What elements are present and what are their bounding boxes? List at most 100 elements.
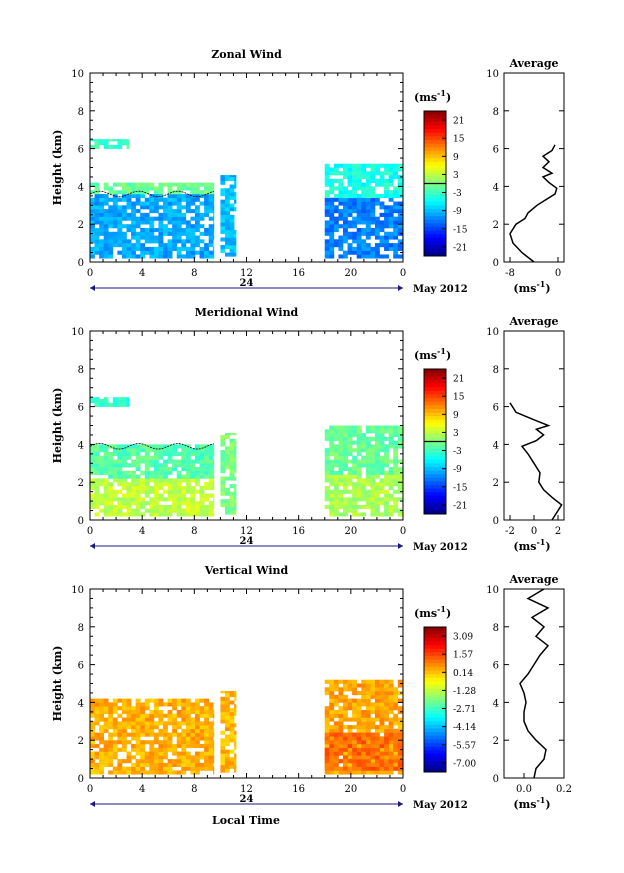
heat-cell [329, 482, 335, 487]
heat-cell [379, 702, 385, 707]
heat-cell [356, 429, 362, 434]
heat-cell [126, 504, 132, 509]
heat-cell [90, 736, 95, 741]
heat-cell [384, 493, 389, 498]
heat-cell [131, 224, 136, 229]
heat-cell [329, 467, 335, 472]
heat-cell [397, 478, 403, 483]
heat-cell [220, 457, 226, 462]
heat-cell [388, 436, 394, 441]
heat-cell [135, 209, 141, 214]
colorbar-segment [424, 118, 446, 123]
heat-cell [185, 706, 191, 711]
heat-cell [94, 141, 100, 146]
heat-cell [356, 239, 362, 244]
heat-cell [176, 755, 182, 760]
heat-cell [343, 694, 348, 699]
heat-cell [329, 182, 335, 187]
heat-cell [190, 209, 196, 214]
heat-cell [158, 197, 164, 202]
heat-cell [181, 227, 187, 233]
heat-cell [140, 755, 146, 760]
heat-cell [117, 231, 123, 236]
colorbar-segment [424, 387, 446, 392]
heat-cell [220, 730, 226, 735]
heat-cell [374, 171, 380, 176]
heat-cell [112, 182, 118, 187]
heat-cell [90, 493, 95, 498]
heat-cell [352, 702, 358, 707]
heat-cell [121, 740, 127, 745]
heat-cell [140, 482, 146, 487]
heat-cell [144, 706, 150, 711]
colorbar-segment [424, 161, 446, 166]
heat-cell [90, 501, 95, 506]
heat-cell [384, 740, 389, 745]
heat-cell [199, 451, 205, 457]
heat-cell [121, 205, 127, 210]
heat-cell [117, 243, 123, 248]
heat-cell [213, 205, 215, 210]
heat-cell [131, 736, 136, 741]
heat-cell [167, 250, 173, 255]
heat-cell [181, 182, 187, 187]
heat-cell [181, 717, 187, 722]
heat-cell [117, 713, 123, 718]
heat-cell [190, 717, 196, 722]
heat-cell [194, 197, 200, 202]
heat-cell [220, 180, 226, 185]
heat-cell [99, 751, 104, 756]
heat-cell [393, 702, 399, 707]
heat-cell [135, 224, 141, 229]
heat-cell [374, 178, 380, 183]
heat-cell [347, 436, 353, 441]
heat-cell [176, 721, 182, 726]
heat-cell [388, 698, 394, 703]
heat-cell [112, 732, 118, 737]
colorbar-segment [424, 165, 446, 170]
heat-cell [365, 448, 371, 453]
heat-cell [384, 220, 389, 225]
heat-cell [199, 766, 205, 771]
heat-cell [329, 231, 335, 236]
heat-cell [176, 732, 182, 737]
heat-cell [144, 250, 150, 255]
heat-cell [384, 713, 389, 718]
heat-cell [149, 766, 155, 771]
heat-cell [135, 725, 141, 730]
heat-cell [153, 706, 159, 711]
heat-cell [117, 235, 123, 240]
heat-cell [234, 457, 237, 462]
heat-cell [121, 478, 127, 483]
colorbar-segment [424, 150, 446, 155]
heat-cell [167, 467, 173, 472]
heat-cell [167, 201, 173, 206]
heat-cell [356, 209, 362, 214]
heat-cell [190, 501, 196, 506]
heat-cell [140, 504, 146, 509]
heat-cell [220, 434, 226, 440]
heat-cell [126, 186, 132, 191]
heat-cell [361, 766, 367, 771]
colorbar-segment [424, 121, 446, 126]
heat-cell [112, 698, 118, 703]
heat-cell [393, 429, 399, 434]
heat-cell [140, 216, 146, 221]
heat-cell [352, 504, 358, 509]
heat-cell [329, 740, 335, 745]
heat-cell [370, 493, 376, 498]
colorbar-tick-label: -3 [453, 189, 462, 199]
heat-cell [149, 216, 155, 221]
heat-cell [229, 715, 235, 720]
heat-cell [229, 222, 235, 227]
heat-cell [379, 463, 385, 468]
heat-cell [131, 508, 136, 513]
heat-cell [229, 195, 235, 200]
heat-cell [140, 743, 146, 749]
heat-cell [234, 461, 237, 466]
heat-cell [384, 429, 389, 434]
heat-cell [103, 224, 109, 229]
heat-cell [126, 497, 132, 502]
heat-cell [90, 448, 95, 453]
